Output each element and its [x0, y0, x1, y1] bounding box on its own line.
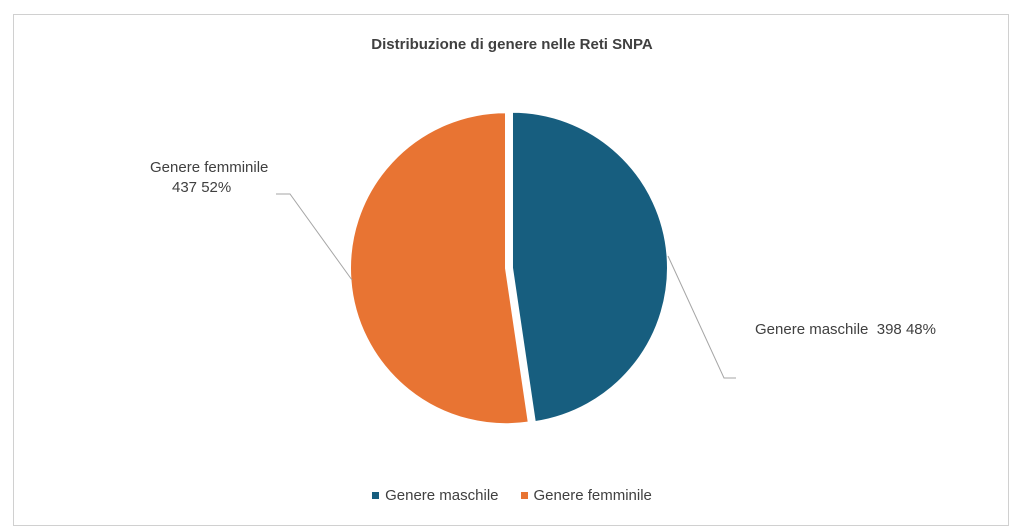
legend: Genere maschile Genere femminile: [0, 487, 1024, 504]
legend-label-maschile: Genere maschile: [385, 487, 499, 504]
legend-item-maschile[interactable]: Genere maschile: [372, 487, 499, 504]
data-label-maschile-name: Genere maschile: [755, 321, 869, 338]
data-label-femminile: Genere femminile 437 52%: [150, 158, 300, 198]
leader-line-femminile: [276, 193, 353, 281]
data-label-femminile-value: 437: [172, 179, 198, 196]
legend-item-femminile[interactable]: Genere femminile: [520, 487, 652, 504]
data-label-maschile-value: 398: [876, 321, 902, 338]
legend-label-femminile: Genere femminile: [533, 487, 652, 504]
chart-title: Distribuzione di genere nelle Reti SNPA: [371, 36, 653, 53]
pie-slice-femminile[interactable]: [349, 111, 530, 426]
data-label-femminile-percent: 52%: [201, 179, 232, 196]
legend-swatch-femminile: [520, 492, 528, 499]
data-label-femminile-name: Genere femminile: [150, 159, 269, 176]
legend-swatch-maschile: [372, 492, 380, 499]
data-label-maschile-percent: 48%: [905, 321, 936, 338]
leader-line-maschile: [667, 255, 736, 379]
pie-slice-maschile[interactable]: [510, 110, 669, 424]
data-label-maschile: Genere maschile 398 48%: [755, 320, 936, 340]
chart-frame: [13, 14, 1009, 526]
